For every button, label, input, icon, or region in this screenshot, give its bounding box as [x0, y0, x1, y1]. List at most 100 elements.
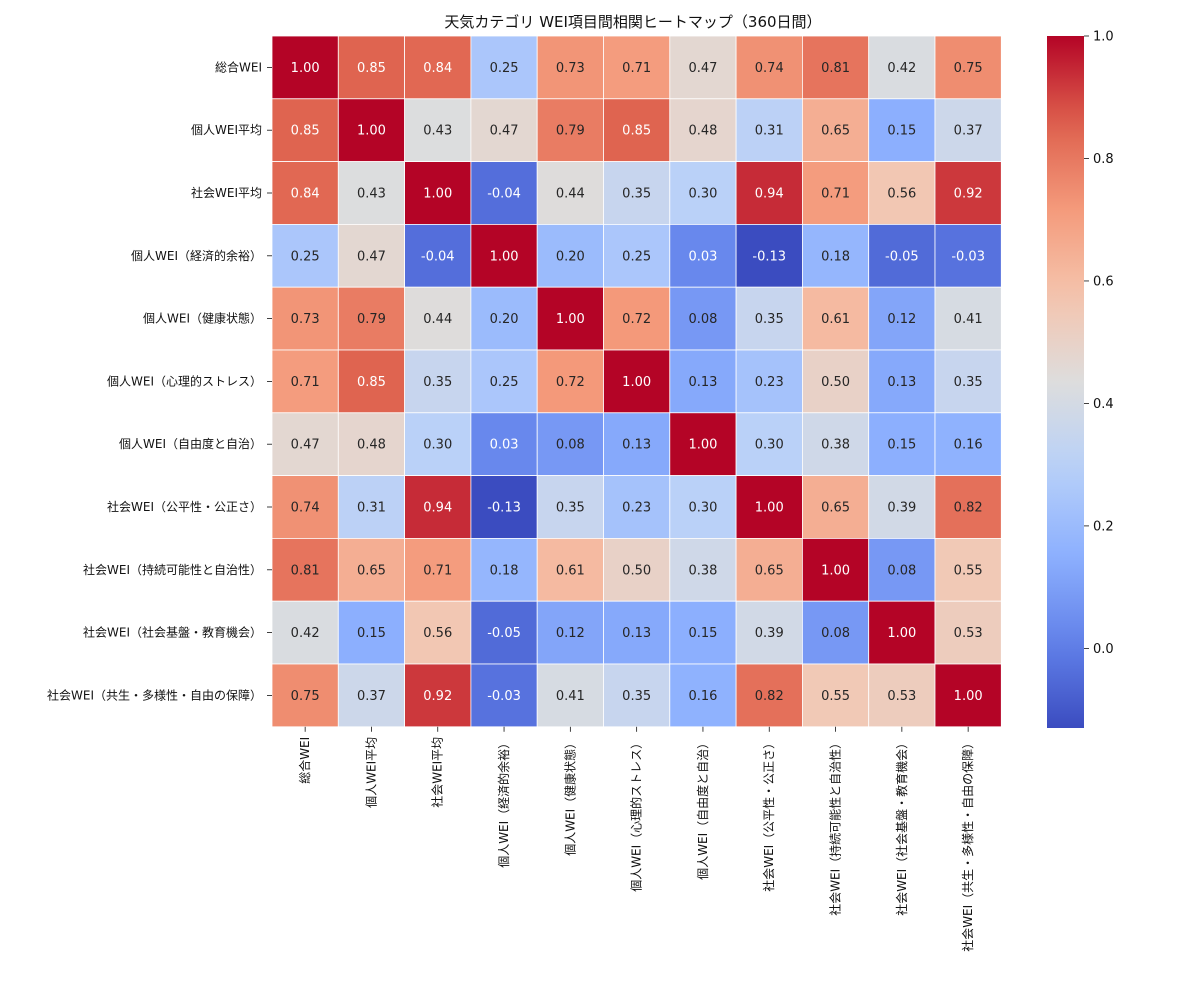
cell-value-label: 0.31: [357, 501, 386, 516]
cell-value-label: 1.00: [423, 187, 452, 202]
colorbar-tick-label: 0.6: [1093, 274, 1114, 289]
cell-value-label: 0.71: [821, 187, 850, 202]
cell-value-label: 0.55: [821, 689, 850, 704]
heatmap-cell: [271, 663, 339, 728]
cell-value-label: 0.35: [954, 375, 983, 390]
cell-value-label: -0.03: [951, 249, 985, 264]
cell-value-label: 0.39: [755, 626, 784, 641]
cell-value-label: 0.18: [490, 563, 519, 578]
heatmap-cell: [470, 412, 538, 476]
heatmap-cell: [271, 475, 339, 539]
cell-value-label: 1.00: [887, 626, 916, 641]
heatmap-cell: [470, 475, 538, 539]
cell-value-label: 0.65: [821, 501, 850, 516]
cell-value-label: 0.31: [755, 124, 784, 139]
cell-value-label: 0.38: [821, 438, 850, 453]
heatmap-cell: [271, 98, 339, 163]
heatmap-cell: [271, 412, 339, 476]
cell-value-label: 0.16: [688, 689, 717, 704]
cell-value-label: 0.15: [688, 626, 717, 641]
cell-value-label: 0.71: [622, 61, 651, 76]
heatmap-cell: [735, 412, 803, 476]
cell-value-label: 0.16: [954, 438, 983, 453]
heatmap-cell: [802, 412, 870, 476]
cell-value-label: 0.85: [357, 61, 386, 76]
cell-value-label: 0.25: [490, 375, 519, 390]
cell-value-label: 0.71: [291, 375, 320, 390]
colorbar-tick-label: 0.2: [1093, 519, 1114, 534]
heatmap-cell: [934, 349, 1002, 414]
cell-value-label: 0.94: [755, 187, 784, 202]
y-tick-label: 個人WEI（自由度と自治）: [119, 436, 262, 451]
heatmap-cell: [337, 412, 405, 476]
cell-value-label: 0.94: [423, 501, 452, 516]
cell-value-label: 0.79: [357, 312, 386, 327]
cell-value-label: 1.00: [622, 375, 651, 390]
heatmap-cell: [934, 538, 1002, 602]
cell-value-label: 0.44: [423, 312, 452, 327]
cell-value-label: 0.81: [821, 61, 850, 76]
cell-value-label: 1.00: [490, 249, 519, 264]
y-tick-label: 社会WEI（持続可能性と自治性）: [83, 562, 262, 577]
cell-value-label: 1.00: [954, 689, 983, 704]
cell-value-label: 0.20: [490, 312, 519, 327]
cell-value-label: 0.65: [821, 124, 850, 139]
heatmap-cell: [470, 35, 538, 100]
heatmap-cell: [603, 412, 671, 476]
cell-value-label: 1.00: [755, 501, 784, 516]
cell-value-label: 0.48: [357, 438, 386, 453]
y-tick-label: 個人WEI（心理的ストレス）: [107, 373, 262, 388]
cell-value-label: 0.74: [755, 61, 784, 76]
colorbar-tick-label: 0.0: [1093, 642, 1114, 657]
x-tick-label: 社会WEI（社会基盤・教育機会）: [894, 737, 909, 916]
cell-value-label: -0.04: [487, 187, 521, 202]
cell-value-label: 0.08: [556, 438, 585, 453]
heatmap-cell: [271, 538, 339, 602]
cell-value-label: 0.56: [887, 187, 916, 202]
y-tick-label: 個人WEI（健康状態）: [143, 311, 262, 326]
heatmap-cell: [669, 286, 737, 351]
y-tick-label: 社会WEI（社会基盤・教育機会）: [83, 625, 262, 640]
heatmap-cell: [603, 286, 671, 351]
y-tick-label: 社会WEI（共生・多様性・自由の保障）: [47, 687, 262, 702]
heatmap-cell: [934, 98, 1002, 163]
heatmap-cell: [603, 663, 671, 728]
heatmap-cell: [802, 600, 870, 665]
heatmap-cell: [802, 349, 870, 414]
heatmap-cell: [271, 349, 339, 414]
heatmap-cell: [470, 223, 538, 288]
heatmap-cell: [337, 286, 405, 351]
cell-value-label: 0.50: [821, 375, 850, 390]
heatmap-cell: [337, 663, 405, 728]
cell-value-label: 0.38: [688, 563, 717, 578]
cell-value-label: 0.43: [423, 124, 452, 139]
heatmap-cell: [404, 35, 472, 100]
x-tick-label: 個人WEI（心理的ストレス）: [629, 737, 644, 892]
cell-value-label: 0.71: [423, 563, 452, 578]
cell-value-label: 0.82: [755, 689, 784, 704]
heatmap-cell: [802, 538, 870, 602]
cell-value-label: 0.53: [954, 626, 983, 641]
cell-value-label: 0.75: [291, 689, 320, 704]
heatmap-cell: [669, 538, 737, 602]
heatmap-cell: [536, 161, 604, 225]
heatmap-cell: [735, 663, 803, 728]
cell-value-label: 0.72: [556, 375, 585, 390]
heatmap-cell: [271, 600, 339, 665]
cell-value-label: 0.73: [291, 312, 320, 327]
cell-value-label: 0.25: [490, 61, 519, 76]
cell-value-label: 0.12: [556, 626, 585, 641]
heatmap-cell: [735, 538, 803, 602]
heatmap-cell: [934, 600, 1002, 665]
heatmap-cell: [404, 98, 472, 163]
cell-value-label: 0.25: [291, 249, 320, 264]
cell-value-label: 0.39: [887, 501, 916, 516]
cell-value-label: 0.23: [622, 501, 651, 516]
heatmap-cell: [802, 223, 870, 288]
heatmap-cell: [868, 412, 936, 476]
cell-value-label: 0.44: [556, 187, 585, 202]
cell-value-label: 0.30: [423, 438, 452, 453]
heatmap-cell: [337, 475, 405, 539]
